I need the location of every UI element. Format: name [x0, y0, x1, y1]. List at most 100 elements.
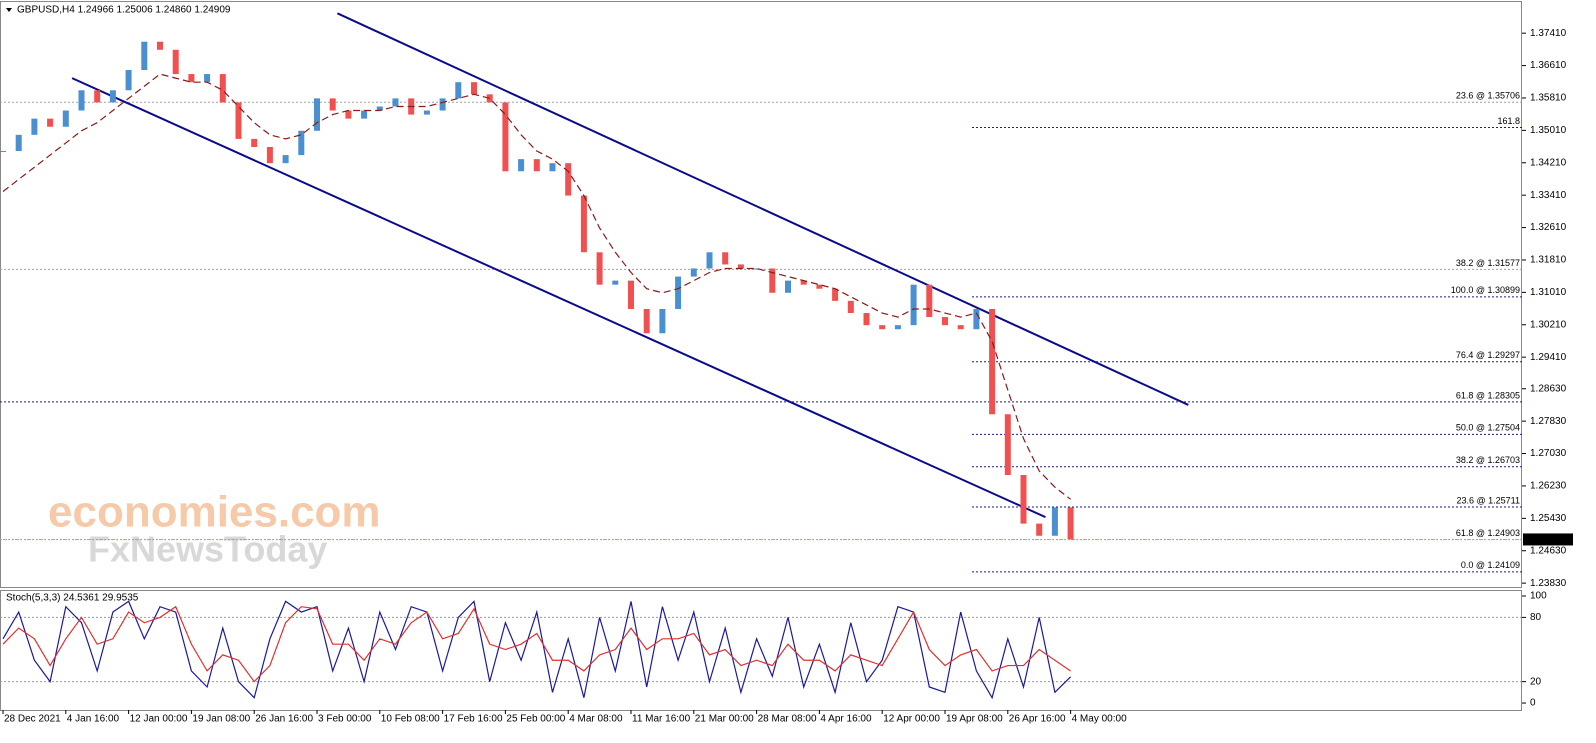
candle — [15, 134, 22, 152]
candle — [737, 264, 744, 269]
y-tick-label: 1.31010 — [1530, 287, 1567, 298]
candle — [141, 41, 148, 71]
y-tick-label: 1.30210 — [1530, 319, 1567, 330]
candle — [31, 118, 38, 135]
candle — [847, 300, 854, 314]
candle — [62, 110, 69, 127]
y-tick-label: 1.25430 — [1530, 513, 1567, 524]
candle — [439, 98, 446, 111]
stoch-line — [2, 605, 1071, 683]
menu-icon[interactable] — [6, 8, 12, 12]
candle — [989, 308, 996, 415]
candle — [486, 94, 493, 103]
candle — [282, 155, 289, 164]
candle — [957, 325, 964, 330]
indicator-title: Stoch(5,3,3) 24.5361 29.9535 — [6, 593, 139, 604]
candle — [863, 313, 870, 326]
candle — [785, 280, 791, 293]
candle — [361, 110, 368, 119]
y-tick-label: 1.37410 — [1530, 28, 1567, 39]
candle — [942, 317, 948, 326]
candle — [1036, 523, 1043, 536]
last-price-label: 1.24909 — [1528, 534, 1565, 545]
candle — [753, 268, 760, 270]
candle — [455, 82, 462, 99]
candle — [1051, 507, 1058, 536]
candle — [502, 102, 509, 172]
y-tick-label: 1.35810 — [1530, 93, 1567, 104]
x-tick-label: 26 Jan 16:00 — [255, 714, 313, 725]
y-tick-label: 1.27830 — [1530, 416, 1567, 427]
candle — [0, 151, 6, 153]
fib-label: 0.0 @ 1.24109 — [1461, 560, 1520, 570]
candle — [926, 284, 933, 318]
x-tick-label: 3 Feb 00:00 — [318, 714, 372, 725]
candle — [832, 288, 839, 301]
candle — [816, 284, 823, 289]
candle — [565, 163, 572, 196]
x-tick-label: 28 Mar 08:00 — [758, 714, 817, 725]
candle — [973, 308, 980, 330]
x-tick-label: 10 Feb 08:00 — [381, 714, 440, 725]
y-tick-label: 1.32610 — [1530, 222, 1567, 233]
candle — [659, 308, 666, 334]
y-tick-label: 1.26230 — [1530, 481, 1567, 492]
candle — [879, 325, 886, 330]
watermark: economies.com — [48, 488, 381, 537]
y-tick-label: 1.24630 — [1530, 545, 1567, 556]
y-tick-label: 100 — [1530, 591, 1547, 602]
candle — [188, 74, 195, 83]
candle — [1067, 507, 1074, 540]
x-tick-label: 21 Mar 00:00 — [695, 714, 754, 725]
last-price-box — [1523, 533, 1573, 546]
candle — [910, 284, 917, 326]
candle — [800, 280, 807, 285]
candle — [549, 163, 556, 172]
candle — [251, 138, 258, 147]
stoch-line — [2, 600, 1072, 700]
y-tick-label: 1.23830 — [1530, 578, 1567, 589]
candle — [769, 268, 776, 293]
candle — [518, 159, 525, 172]
candle — [722, 252, 729, 265]
candle — [345, 110, 352, 119]
y-tick-label: 1.28630 — [1530, 383, 1567, 394]
fib-label: 76.4 @ 1.29297 — [1456, 350, 1520, 360]
candle — [706, 252, 713, 269]
moving-average — [2, 73, 1071, 500]
candle — [423, 110, 430, 115]
y-tick-label: 0 — [1530, 698, 1536, 709]
y-tick-label: 1.33410 — [1530, 190, 1567, 201]
watermark: FxNewsToday — [88, 529, 327, 570]
candle — [533, 159, 540, 172]
x-tick-label: 4 Mar 08:00 — [569, 714, 623, 725]
candle — [1020, 475, 1027, 524]
candle — [314, 98, 320, 131]
fib-label: 61.8 @ 1.28305 — [1456, 390, 1520, 400]
candle — [392, 98, 399, 107]
candle — [235, 102, 242, 139]
candle — [643, 308, 650, 334]
x-tick-label: 19 Jan 08:00 — [192, 714, 250, 725]
candle — [219, 74, 226, 103]
fib-label: 23.6 @ 1.25711 — [1456, 495, 1520, 505]
fib-label: 61.8 @ 1.24903 — [1456, 528, 1520, 538]
x-tick-label: 17 Feb 16:00 — [444, 714, 503, 725]
x-tick-label: 26 Apr 16:00 — [1009, 714, 1066, 725]
candle — [596, 252, 603, 285]
candle — [109, 90, 116, 103]
x-tick-label: 4 May 00:00 — [1072, 714, 1127, 725]
candle — [266, 146, 273, 164]
candle — [894, 325, 901, 330]
fib-label: 50.0 @ 1.27504 — [1456, 423, 1520, 433]
candle — [675, 276, 682, 309]
candle — [612, 280, 619, 285]
candle — [298, 130, 305, 156]
candle — [157, 41, 163, 50]
candle — [172, 49, 179, 75]
y-tick-label: 1.31810 — [1530, 255, 1567, 266]
candle — [471, 82, 477, 95]
y-tick-label: 1.35010 — [1530, 125, 1567, 136]
